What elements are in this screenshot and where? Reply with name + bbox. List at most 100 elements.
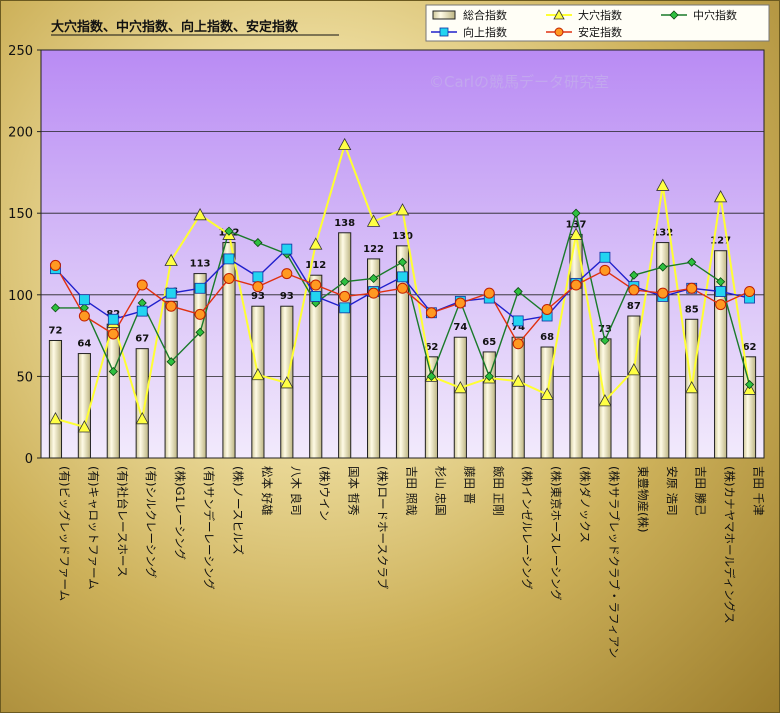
point-triangle bbox=[251, 367, 265, 381]
point-diamond bbox=[426, 371, 436, 381]
bar-total-index bbox=[540, 346, 554, 459]
point-triangle bbox=[540, 387, 554, 400]
bar-value-label: 72 bbox=[48, 325, 62, 336]
bar-value-label: 112 bbox=[305, 260, 326, 271]
point-triangle bbox=[309, 237, 323, 250]
point-circle bbox=[425, 307, 437, 319]
point-triangle bbox=[395, 203, 410, 216]
x-category-label: 吉田 千津 bbox=[752, 466, 766, 516]
point-triangle bbox=[511, 374, 525, 387]
x-category-label: 飯田 正剛 bbox=[491, 466, 505, 516]
x-category-label: (有)キャロットファーム bbox=[86, 466, 100, 590]
legend-label: 安定指数 bbox=[578, 25, 622, 39]
x-category-label: (株)G1レーシング bbox=[173, 466, 187, 560]
bar-value-label: 65 bbox=[482, 337, 496, 348]
point-diamond bbox=[687, 257, 697, 267]
legend-marker bbox=[439, 27, 449, 37]
point-triangle bbox=[453, 380, 468, 394]
bar-total-index bbox=[511, 336, 525, 459]
x-category-label: 東豊物産(株) bbox=[636, 466, 650, 532]
point-circle bbox=[252, 281, 264, 293]
bar-value-label: 127 bbox=[710, 236, 731, 247]
bar-value-label: 62 bbox=[743, 342, 757, 353]
point-diamond bbox=[224, 226, 234, 236]
point-square bbox=[512, 315, 524, 327]
point-square bbox=[136, 305, 148, 317]
x-category-label: (株)東京ホースレーシング bbox=[549, 466, 563, 601]
point-circle bbox=[686, 282, 698, 294]
point-diamond bbox=[253, 238, 263, 248]
bar-total-index bbox=[48, 339, 63, 459]
y-tick-label: 50 bbox=[16, 370, 33, 385]
point-triangle bbox=[280, 376, 294, 389]
x-category-label: (有)社台レースホース bbox=[115, 466, 129, 577]
point-square bbox=[223, 253, 235, 265]
bar-total-index bbox=[656, 242, 670, 459]
point-circle bbox=[512, 338, 524, 350]
x-category-label: 吉田 勝己 bbox=[694, 466, 708, 516]
bar-value-label: 130 bbox=[392, 231, 413, 242]
legend-label: 向上指数 bbox=[463, 25, 507, 39]
point-circle bbox=[368, 287, 380, 299]
x-category-label: (株)カナヤマホールディングス bbox=[723, 466, 737, 624]
x-category-label: 安原 浩司 bbox=[665, 466, 679, 516]
point-triangle bbox=[627, 363, 641, 376]
legend-marker bbox=[554, 27, 564, 37]
point-diamond bbox=[513, 286, 523, 297]
y-tick-label: 150 bbox=[8, 207, 33, 222]
bar-value-label: 67 bbox=[135, 334, 149, 345]
point-square bbox=[107, 313, 119, 325]
point-square bbox=[165, 287, 177, 299]
point-circle bbox=[483, 287, 495, 299]
x-category-label: (株)インゼルレーシング bbox=[520, 466, 534, 590]
point-triangle bbox=[77, 420, 92, 433]
bar-value-label: 113 bbox=[190, 259, 211, 270]
bar-total-index bbox=[77, 353, 91, 459]
x-category-label: 八木 良司 bbox=[289, 466, 303, 516]
chart-title: 大穴指数、中穴指数、向上指数、安定指数 bbox=[51, 19, 299, 35]
bar-total-index bbox=[742, 356, 757, 459]
bar-value-label: 93 bbox=[280, 291, 294, 302]
x-category-label: (有)シルクレーシング bbox=[144, 466, 158, 579]
point-circle bbox=[49, 259, 61, 271]
point-triangle bbox=[193, 207, 207, 221]
bar-value-label: 122 bbox=[363, 244, 384, 255]
legend-swatch-bar bbox=[432, 10, 456, 20]
x-category-label: (株)サラブレッドクラブ・ラフィアン bbox=[607, 466, 621, 658]
point-circle bbox=[628, 284, 640, 296]
legend-marker bbox=[669, 10, 679, 20]
bar-total-index bbox=[453, 336, 467, 459]
point-square bbox=[78, 294, 90, 306]
bar-value-label: 85 bbox=[685, 304, 699, 315]
x-category-label: (有)ビッグレッドファーム bbox=[57, 466, 71, 601]
point-diamond bbox=[716, 277, 726, 287]
bar-value-label: 73 bbox=[598, 324, 612, 335]
point-circle bbox=[107, 328, 119, 340]
point-diamond bbox=[629, 270, 639, 280]
x-category-label: 杉山 忠国 bbox=[433, 466, 447, 516]
bar-total-index bbox=[309, 274, 323, 459]
legend-label: 中穴指数 bbox=[693, 8, 737, 22]
point-square bbox=[281, 243, 293, 255]
bar-value-label: 93 bbox=[251, 291, 265, 302]
bar-total-index bbox=[222, 242, 236, 459]
point-triangle bbox=[164, 253, 178, 266]
bar-value-label: 132 bbox=[652, 228, 673, 239]
point-triangle bbox=[337, 137, 352, 151]
point-circle bbox=[715, 299, 727, 311]
bar-total-index bbox=[482, 351, 496, 459]
bar-total-index bbox=[106, 323, 120, 459]
x-category-label: (株)ノースヒルズ bbox=[231, 466, 245, 555]
bar-total-index bbox=[569, 233, 583, 459]
bar-value-label: 74 bbox=[511, 322, 525, 333]
bar-value-label: 62 bbox=[424, 342, 438, 353]
bar-value-label: 138 bbox=[334, 218, 355, 229]
point-circle bbox=[541, 303, 553, 315]
point-circle bbox=[310, 279, 322, 291]
bar-value-label: 137 bbox=[566, 219, 587, 230]
point-triangle bbox=[135, 411, 149, 425]
bar-total-index bbox=[193, 273, 207, 459]
x-category-label: 松本 好雄 bbox=[260, 466, 274, 516]
bar-total-index bbox=[251, 305, 265, 459]
